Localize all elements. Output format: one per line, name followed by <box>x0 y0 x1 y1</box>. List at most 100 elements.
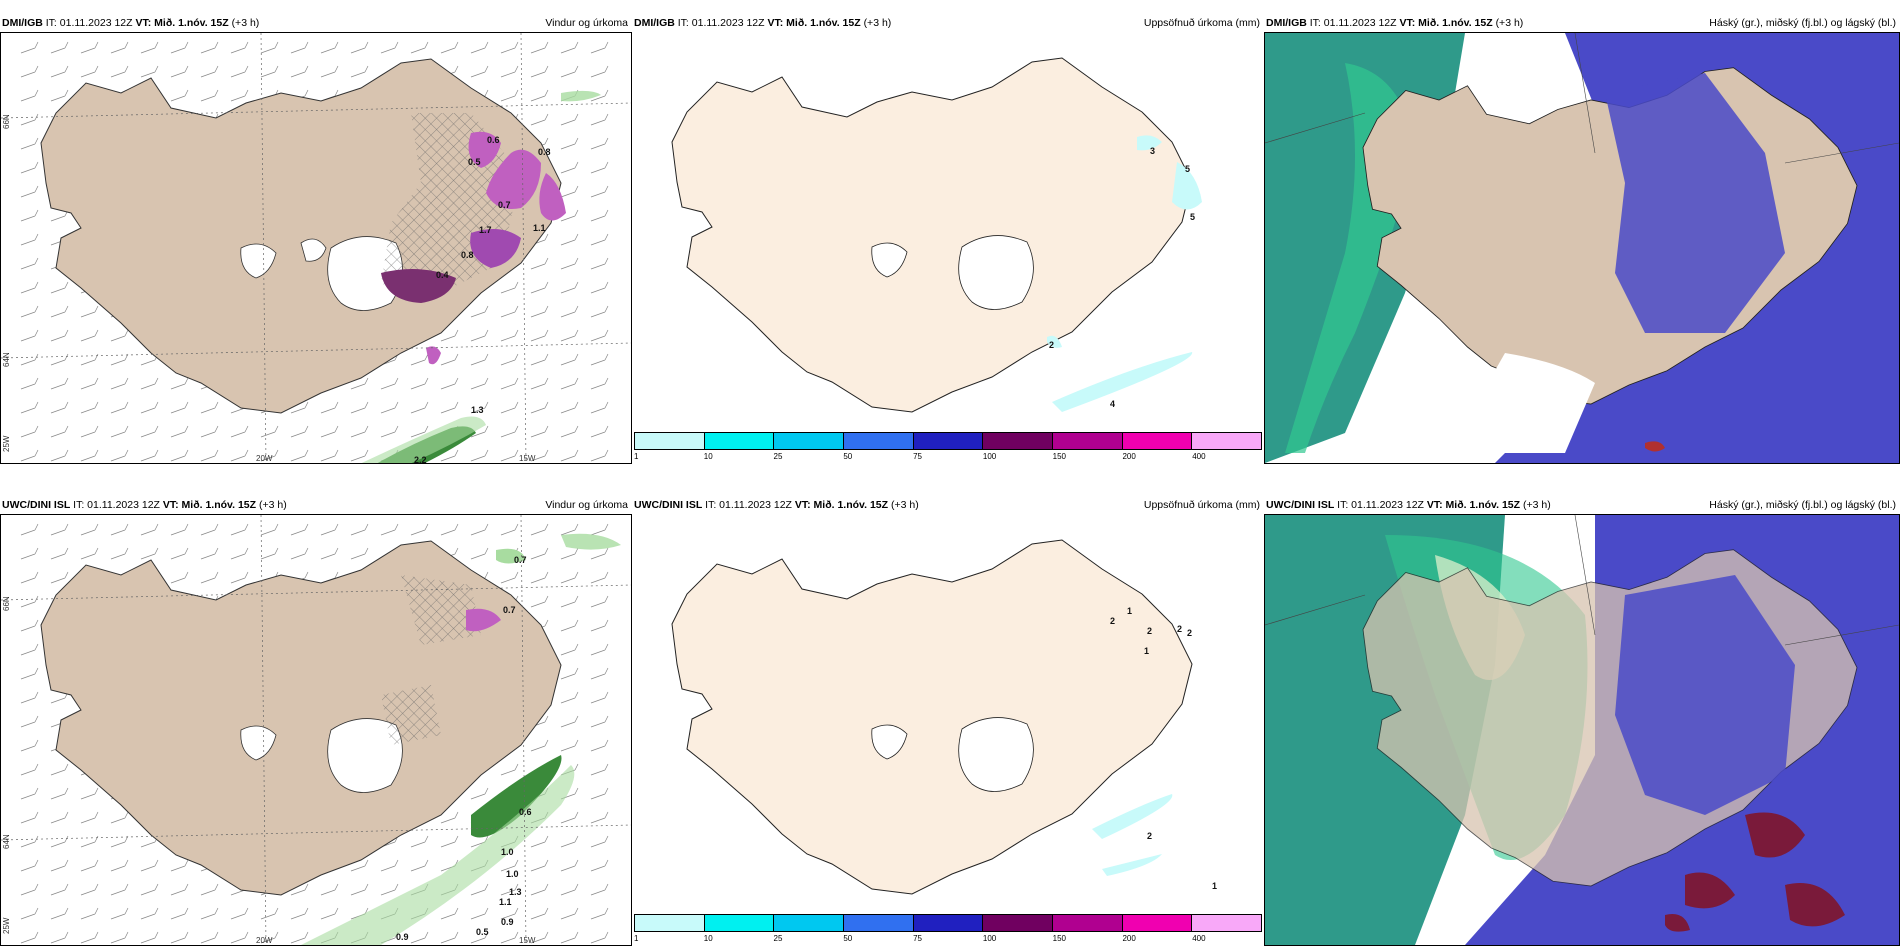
legend-swatch <box>635 433 705 449</box>
wind-barb <box>80 41 99 54</box>
wind-barb <box>590 931 609 944</box>
wind-barb <box>50 305 69 318</box>
valid-time: VT: Mið. 1.nóv. 15Z <box>1399 17 1493 29</box>
wind-barb <box>530 89 549 102</box>
wind-barb <box>560 353 579 366</box>
wind-barb <box>410 425 429 438</box>
wind-barb <box>560 281 579 294</box>
wind-barb <box>380 859 399 872</box>
legend-swatch <box>913 915 984 931</box>
wind-barb <box>200 449 219 462</box>
panel-header: UWC/DINI ISL IT: 01.11.2023 12Z VT: Mið.… <box>0 496 632 514</box>
wind-barb <box>320 41 339 54</box>
wind-barb <box>380 425 399 438</box>
map-value-label: 0.5 <box>476 927 489 937</box>
wind-barb <box>200 523 219 536</box>
wind-barb <box>530 907 549 920</box>
iceland-land <box>671 57 1193 413</box>
wind-barb <box>20 137 39 150</box>
wind-barb <box>50 89 69 102</box>
map-value-label: 2 <box>1049 340 1054 350</box>
wind-barb <box>500 763 519 776</box>
panel-title: Vindur og úrkoma <box>545 499 628 511</box>
wind-barb <box>80 401 99 414</box>
wind-barb <box>560 595 579 608</box>
wind-barb <box>50 523 69 536</box>
wind-barb <box>260 931 279 944</box>
wind-barb <box>590 691 609 704</box>
wind-barb <box>410 931 429 944</box>
map-value-label: 1.0 <box>501 847 514 857</box>
wind-barb <box>380 41 399 54</box>
lon-tick: 15W <box>519 454 536 463</box>
wind-barb <box>440 329 459 342</box>
wind-barb <box>80 305 99 318</box>
lead-time: (+3 h) <box>1522 499 1551 511</box>
map-value-label: 5 <box>1190 212 1195 222</box>
wind-barb <box>80 329 99 342</box>
panel-header: UWC/DINI ISL IT: 01.11.2023 12Z VT: Mið.… <box>1264 496 1900 514</box>
map-value-label: 0.6 <box>487 135 500 145</box>
wind-barb <box>320 883 339 896</box>
init-time: IT: 01.11.2023 12Z <box>1337 499 1424 511</box>
wind-barb <box>590 113 609 126</box>
map-value-label: 0.8 <box>538 147 551 157</box>
map-value-label: 0.8 <box>461 250 474 260</box>
wind-barb <box>590 425 609 438</box>
valid-time: VT: Mið. 1.nóv. 15Z <box>1426 499 1521 511</box>
map-value-label: 5 <box>1185 164 1190 174</box>
wind-barb <box>20 907 39 920</box>
wind-barb <box>20 401 39 414</box>
panel-title: Uppsöfnuð úrkoma (mm) <box>1143 499 1260 511</box>
wind-barb <box>170 425 189 438</box>
wind-barb <box>320 523 339 536</box>
wind-barb <box>590 883 609 896</box>
wind-barb <box>80 353 99 366</box>
init-time: IT: 01.11.2023 12Z <box>677 17 765 29</box>
wind-barb <box>290 41 309 54</box>
init-time: IT: 01.11.2023 12Z <box>73 499 160 511</box>
wind-barb <box>500 41 519 54</box>
wind-barb <box>590 763 609 776</box>
wind-barb <box>50 377 69 390</box>
wind-barb <box>80 547 99 560</box>
wind-barb <box>500 907 519 920</box>
map-value-label: 0.5 <box>468 157 481 167</box>
wind-barb <box>560 209 579 222</box>
wind-barb <box>80 835 99 848</box>
wind-barb <box>500 89 519 102</box>
legend-label: 200 <box>1122 452 1136 461</box>
wind-barb <box>50 763 69 776</box>
wind-barb <box>110 931 129 944</box>
map-frame: 20W 15W 66N 64N 25W 0.8 0.5 0.6 1.7 1.1 0.7 0.… <box>0 32 632 464</box>
wind-barb <box>560 571 579 584</box>
wind-barb <box>530 931 549 944</box>
legend-label: 100 <box>982 452 997 461</box>
map-value-label: 1.3 <box>509 887 522 897</box>
wind-barb <box>200 907 219 920</box>
lead-time: (+3 h) <box>1495 17 1524 29</box>
map-value-label: 0.9 <box>501 917 514 927</box>
wind-barb <box>110 811 129 824</box>
wind-barb <box>410 859 429 872</box>
panel-title: Vindur og úrkoma <box>545 17 628 29</box>
wind-barb <box>20 257 39 270</box>
wind-barb <box>560 619 579 632</box>
legend-swatch <box>1122 433 1193 449</box>
wind-barb <box>560 377 579 390</box>
wind-barb <box>80 65 99 78</box>
wind-barb <box>260 65 279 78</box>
map-value-label: 2.2 <box>414 455 427 463</box>
wind-barb <box>590 281 609 294</box>
wind-barb <box>20 377 39 390</box>
wind-barb <box>110 547 129 560</box>
legend-label: 150 <box>1052 452 1067 461</box>
legend-label: 10 <box>703 934 713 943</box>
wind-barb <box>410 377 429 390</box>
wind-barb <box>20 667 39 680</box>
legend-swatch <box>635 915 705 931</box>
wind-barb <box>290 65 309 78</box>
wind-barb <box>500 425 519 438</box>
panel-accum-precip-uwc: UWC/DINI ISL IT: 01.11.2023 12Z VT: Mið.… <box>632 496 1264 946</box>
